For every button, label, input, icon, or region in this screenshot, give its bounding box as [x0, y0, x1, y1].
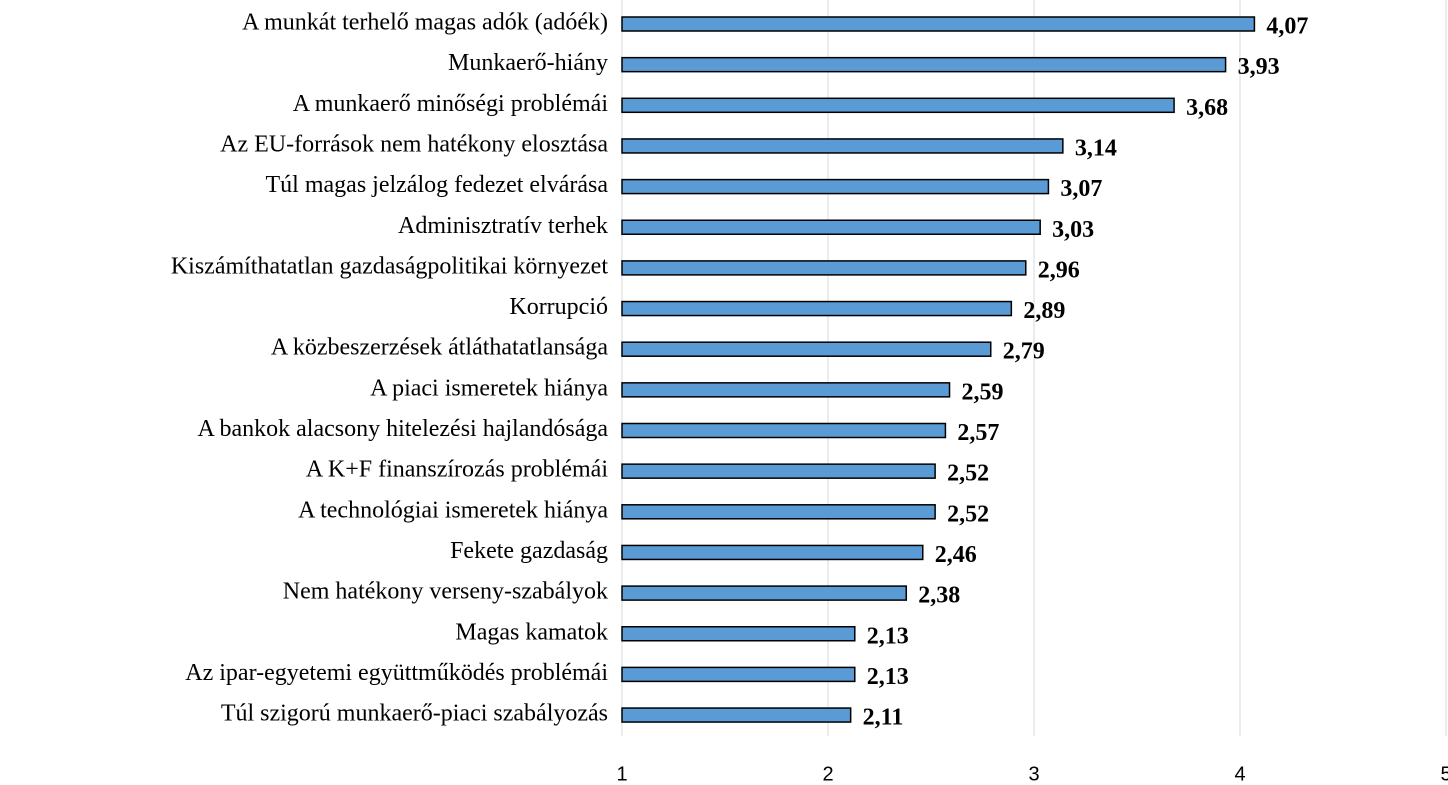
value-label: 3,03 — [1052, 217, 1094, 243]
category-label: Az ipar-egyetemi együttműködés problémái — [185, 660, 608, 686]
category-label: A piaci ismeretek hiánya — [370, 375, 608, 401]
category-label: Magas kamatok — [455, 619, 608, 645]
category-label: Korrupció — [509, 294, 608, 320]
value-label: 2,57 — [957, 420, 999, 446]
value-label: 2,13 — [867, 664, 909, 690]
value-label: 2,89 — [1023, 298, 1065, 324]
category-label: Adminisztratív terhek — [398, 213, 608, 239]
category-label: A közbeszerzések átláthatatlansága — [271, 335, 609, 361]
bar — [621, 138, 1064, 154]
bar — [621, 56, 1227, 73]
bar — [621, 626, 856, 642]
bar — [621, 585, 908, 601]
x-tick-label: 4 — [1234, 763, 1245, 785]
bar — [621, 219, 1041, 235]
category-label: A munkaerő minőségi problémái — [293, 91, 609, 117]
category-label: Kiszámíthatatlan gazdaságpolitikai körny… — [171, 253, 609, 279]
category-label: Túl magas jelzálog fedezet elvárása — [266, 172, 609, 198]
bar — [621, 666, 856, 683]
category-label: Túl szigorú munkaerő-piaci szabályozás — [221, 701, 608, 727]
bar — [621, 341, 992, 357]
bar — [621, 463, 936, 479]
x-tick-label: 3 — [1028, 763, 1039, 785]
value-label: 2,52 — [947, 501, 989, 527]
value-label: 2,96 — [1038, 257, 1080, 283]
bar — [621, 260, 1027, 276]
bar — [621, 544, 924, 561]
value-label: 2,11 — [863, 705, 904, 731]
category-label: Fekete gazdaság — [450, 538, 608, 564]
category-label: Nem hatékony verseny-szabályok — [283, 579, 608, 605]
category-label: A technológiai ismeretek hiánya — [298, 497, 608, 523]
category-label: A bankok alacsony hitelezési hajlandóság… — [197, 416, 608, 442]
value-label: 3,07 — [1060, 176, 1102, 202]
value-label: 4,07 — [1266, 14, 1308, 40]
value-label: 2,46 — [935, 542, 977, 568]
bar — [621, 97, 1175, 114]
bar — [621, 300, 1013, 317]
bar — [621, 422, 947, 439]
x-tick-label: 1 — [616, 763, 627, 785]
x-tick-label: 5 — [1440, 763, 1448, 785]
bar — [621, 707, 852, 723]
category-label: A munkát terhelő magas adók (adóék) — [242, 10, 608, 36]
category-label: Munkaerő-hiány — [448, 50, 608, 76]
bar — [621, 178, 1050, 195]
value-label: 2,38 — [918, 583, 960, 609]
value-label: 2,79 — [1003, 339, 1045, 365]
bar — [621, 504, 936, 520]
value-label: 2,13 — [867, 623, 909, 649]
category-label: Az EU-források nem hatékony elosztása — [220, 131, 608, 157]
value-label: 2,59 — [962, 379, 1004, 405]
category-label: A K+F finanszírozás problémái — [306, 457, 608, 483]
bar — [621, 382, 951, 398]
bar — [621, 16, 1256, 32]
value-label: 3,68 — [1186, 95, 1228, 121]
x-tick-label: 2 — [822, 763, 833, 785]
value-label: 3,93 — [1238, 54, 1280, 80]
value-label: 3,14 — [1075, 135, 1117, 161]
value-label: 2,52 — [947, 461, 989, 487]
